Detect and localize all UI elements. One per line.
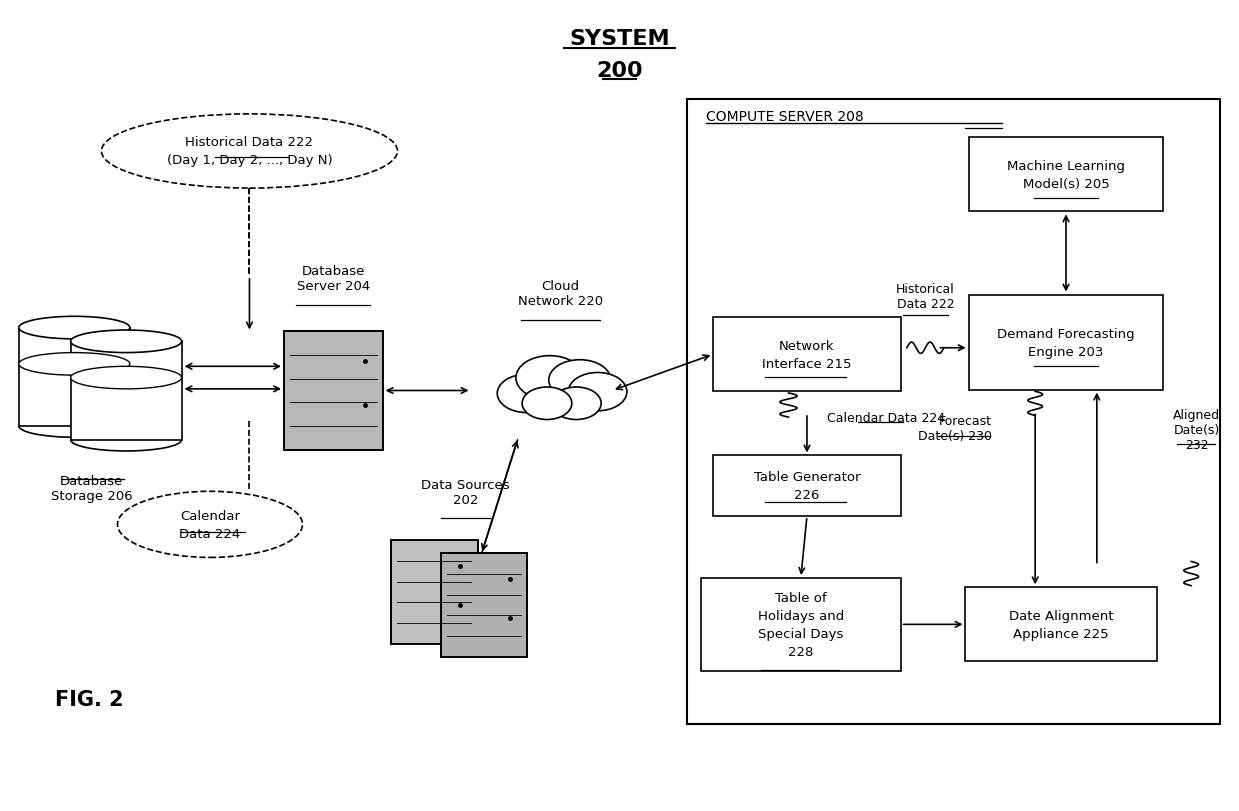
Circle shape — [522, 388, 572, 420]
Text: Cloud
Network 220: Cloud Network 220 — [518, 279, 603, 307]
FancyBboxPatch shape — [284, 332, 383, 451]
Circle shape — [551, 388, 601, 420]
FancyBboxPatch shape — [392, 541, 478, 644]
FancyBboxPatch shape — [965, 587, 1157, 662]
Text: Date Alignment
Appliance 225: Date Alignment Appliance 225 — [1009, 609, 1114, 640]
Text: Network
Interface 215: Network Interface 215 — [762, 339, 851, 371]
Ellipse shape — [71, 331, 182, 353]
FancyBboxPatch shape — [688, 100, 1220, 723]
Ellipse shape — [118, 491, 302, 558]
Text: Database
Storage 206: Database Storage 206 — [51, 474, 133, 502]
FancyBboxPatch shape — [969, 138, 1163, 212]
Text: Historical
Data 222: Historical Data 222 — [896, 282, 955, 311]
Text: 200: 200 — [596, 61, 643, 80]
Text: COMPUTE SERVER 208: COMPUTE SERVER 208 — [706, 110, 864, 124]
FancyBboxPatch shape — [19, 328, 130, 427]
Text: Aligned
Date(s)
232: Aligned Date(s) 232 — [1173, 408, 1220, 451]
FancyBboxPatch shape — [441, 554, 527, 657]
FancyBboxPatch shape — [71, 342, 182, 440]
Text: SYSTEM: SYSTEM — [569, 29, 670, 49]
Circle shape — [569, 373, 627, 411]
Ellipse shape — [19, 353, 130, 375]
Text: Data Sources
202: Data Sources 202 — [421, 478, 509, 506]
Ellipse shape — [19, 317, 130, 340]
Text: Database
Server 204: Database Server 204 — [296, 264, 370, 293]
Text: Calendar
Data 224: Calendar Data 224 — [180, 509, 240, 540]
Text: FIG. 2: FIG. 2 — [55, 689, 124, 710]
FancyBboxPatch shape — [714, 318, 901, 392]
Text: Table Generator
226: Table Generator 226 — [753, 470, 860, 501]
FancyBboxPatch shape — [969, 295, 1163, 390]
Text: Forecast
Date(s) 230: Forecast Date(s) 230 — [918, 414, 992, 442]
Ellipse shape — [102, 114, 398, 189]
FancyBboxPatch shape — [714, 456, 901, 517]
Circle shape — [515, 356, 584, 401]
Text: Demand Forecasting
Engine 203: Demand Forecasting Engine 203 — [997, 327, 1135, 358]
Text: Machine Learning
Model(s) 205: Machine Learning Model(s) 205 — [1007, 160, 1125, 191]
FancyBboxPatch shape — [701, 578, 901, 671]
Circle shape — [497, 375, 556, 413]
Text: Table of
Holidays and
Special Days
228: Table of Holidays and Special Days 228 — [758, 591, 844, 658]
Circle shape — [549, 360, 611, 401]
Ellipse shape — [71, 367, 182, 389]
Text: Calendar Data 224: Calendar Data 224 — [826, 411, 945, 424]
Text: Historical Data 222
(Day 1, Day 2, ..., Day N): Historical Data 222 (Day 1, Day 2, ..., … — [167, 136, 332, 167]
